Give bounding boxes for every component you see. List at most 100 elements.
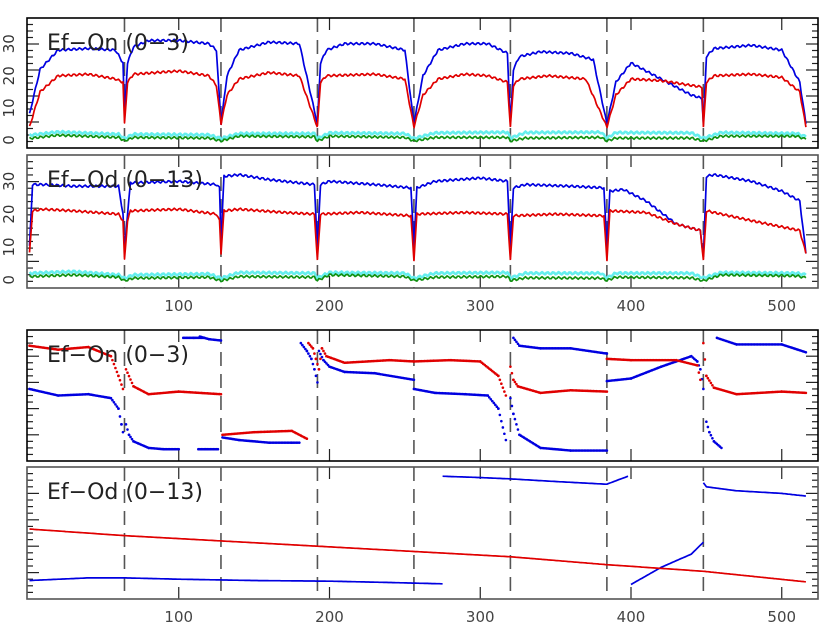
data-point-red [323,352,327,355]
series-line-red [316,210,415,261]
series-line-blue [29,577,443,585]
data-point-blue [304,347,307,351]
data-point-blue [605,449,609,452]
series-line-red [702,72,807,128]
data-point-red [501,386,505,389]
data-point-red [120,383,123,386]
y-tick-label: 30 [0,34,18,53]
data-point-red [316,362,319,366]
y-tick-label: 0 [0,135,18,145]
series-line-cyan [28,129,807,141]
series-line-red [28,207,222,260]
data-point-blue [307,352,310,355]
panel-title: Ef−On (0−3) [47,31,189,56]
data-point-red [697,371,701,374]
x-tick-label: 300 [466,608,495,626]
panel-1: 0 10 20 30 Ef−On (0−3) [0,17,819,149]
data-point-blue [130,437,134,441]
data-point-red [311,347,315,350]
series-line-cyan [28,269,807,281]
data-point-red [314,357,318,361]
data-point-red [111,358,114,362]
data-point-blue [487,396,491,399]
series-line-red [28,69,222,127]
plot-frame [26,17,819,149]
data-point-red [504,394,508,397]
data-point-red [126,371,129,375]
data-point-blue [310,357,313,361]
data-point-red [708,379,711,382]
data-point-blue [112,401,116,404]
data-point-blue [118,415,122,418]
data-point-blue [299,341,303,345]
data-point-red [114,366,117,370]
data-point-blue [120,423,123,426]
data-point-red [130,381,134,385]
x-tick-label: 100 [164,608,193,626]
y-tick-label: 10 [0,237,18,256]
data-point-blue [326,363,330,367]
panel-title: Ef−On (0−3) [47,343,189,368]
series-line-red [413,72,512,129]
data-point-blue [302,345,306,349]
data-point-blue [298,441,301,444]
data-point-blue [121,430,125,434]
data-point-red [510,371,514,375]
data-point-red [322,349,325,353]
data-point-red [219,392,223,396]
data-point-blue [115,405,119,408]
series-line-blue [702,173,807,256]
x-tick-label: 400 [617,297,646,315]
data-point-blue [705,420,708,424]
data-point-blue [322,358,325,362]
series-line-red [509,212,608,261]
data-point-blue [515,423,518,426]
series-line-blue [413,41,512,126]
data-point-red [313,352,316,355]
data-point-blue [709,433,713,437]
data-point-blue [216,447,220,451]
series-line-blue [702,43,807,125]
series-line-red [220,207,319,261]
series-line-blue [702,482,806,497]
data-point-red [500,382,503,386]
data-point-red [711,383,714,387]
data-point-red [115,370,119,374]
data-point-red [497,374,500,378]
series-line-blue [442,475,629,486]
data-point-red [703,358,707,361]
panel-title: Ef−Od (0−13) [47,480,203,505]
data-point-blue [492,401,496,405]
data-point-blue [516,428,520,431]
data-point-blue [313,368,316,371]
series-line-red [509,73,608,128]
y-tick-label: 20 [0,205,18,224]
data-point-red [605,390,609,393]
data-point-blue [491,399,494,403]
panel-2: 0 10 20 30 100 200 300 400 500 Ef−Od (0−13) [0,154,819,315]
x-tick-label: 300 [466,297,495,315]
x-tick-label: 200 [315,608,344,626]
data-point-blue [117,407,120,410]
plot-frame [26,154,819,289]
data-point-red [307,341,310,345]
data-point-blue [308,354,312,358]
series-line-red [29,528,806,583]
plot-frame [26,329,819,462]
series-line-red [220,71,319,128]
data-point-blue [305,349,309,353]
data-point-blue [510,404,514,408]
data-point-red [320,347,324,350]
data-point-blue [319,352,322,356]
series-line-blue [630,541,705,586]
data-point-red [498,378,502,382]
data-point-blue [129,435,132,439]
data-point-blue [512,336,515,340]
data-point-red [308,343,312,347]
data-point-blue [699,368,702,371]
data-point-red [513,380,517,384]
data-point-red [705,374,708,378]
data-point-blue [515,340,518,344]
data-point-red [503,390,506,393]
